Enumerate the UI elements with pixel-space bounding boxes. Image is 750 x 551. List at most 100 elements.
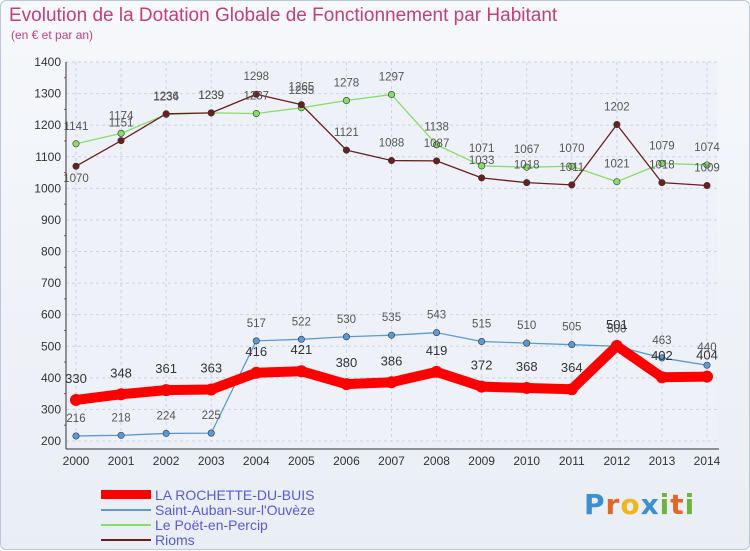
data-point-le-po-t-en-percip [658,159,666,167]
logo-letter: o [620,488,641,521]
y-tick-label: 400 [41,371,61,385]
data-label-rioms: 1087 [424,138,450,150]
x-tick-label: 2011 [559,454,585,468]
x-tick-label: 2000 [63,454,90,468]
data-label-le-po-t-en-percip: 1234 [153,91,179,103]
data-label-saint-auban-sur-l-ouv-ze: 515 [472,319,491,331]
data-point-le-po-t-en-percip [117,129,125,137]
data-label-la-rochette-du-buis: 348 [110,365,132,380]
legend-swatch-rioms [101,539,151,541]
axes: 200 300 400 500 600 700 800 900 1000 1100 1200 1300… [34,55,720,468]
legend-label-rioms: Rioms [155,532,195,548]
data-label-le-po-t-en-percip: 1071 [469,143,495,155]
data-point-rioms [387,157,395,165]
data-label-saint-auban-sur-l-ouv-ze: 530 [337,314,356,326]
x-tick-label: 2003 [198,454,225,468]
data-label-le-po-t-en-percip: 1239 [198,90,224,102]
data-label-saint-auban-sur-l-ouv-ze: 463 [652,335,671,347]
data-label-saint-auban-sur-l-ouv-ze: 440 [697,342,716,354]
y-tick-label: 600 [41,308,61,322]
legend-swatch-le-poet [101,524,151,526]
data-label-le-po-t-en-percip: 1141 [64,121,89,133]
x-tick-label: 2004 [243,454,270,468]
data-point-la-rochette-du-buis [430,365,443,378]
data-point-saint-auban-sur-l-ouv-ze [658,354,666,362]
data-point-saint-auban-sur-l-ouv-ze [703,361,711,369]
data-point-la-rochette-du-buis [655,371,668,384]
data-point-le-po-t-en-percip [72,140,80,148]
data-point-saint-auban-sur-l-ouv-ze [478,338,486,346]
data-label-le-po-t-en-percip: 1021 [604,159,630,171]
data-point-le-po-t-en-percip [433,141,441,149]
data-label-le-po-t-en-percip: 1067 [514,144,540,156]
data-label-la-rochette-du-buis: 363 [200,361,222,376]
data-label-saint-auban-sur-l-ouv-ze: 510 [517,320,536,332]
data-point-rioms [207,109,215,117]
data-label-rioms: 1239 [198,90,224,102]
legend-label-la-rochette: LA ROCHETTE-DU-BUIS [155,487,315,503]
data-label-saint-auban-sur-l-ouv-ze: 505 [562,322,581,334]
x-tick-label: 2006 [333,454,360,468]
data-label-le-po-t-en-percip: 1074 [694,142,720,154]
y-tick-label: 200 [41,434,61,448]
data-point-rioms [523,179,531,187]
legend-label-le-poet: Le Poët-en-Percip [155,517,268,533]
data-label-le-po-t-en-percip: 1237 [243,90,269,102]
data-label-la-rochette-du-buis: 380 [336,355,358,370]
x-tick-label: 2005 [288,454,315,468]
data-label-rioms: 1121 [334,127,359,139]
logo-letter: P [584,488,606,521]
data-label-le-po-t-en-percip: 1278 [334,78,360,90]
data-point-rioms [613,121,621,129]
data-label-la-rochette-du-buis: 386 [381,353,403,368]
data-label-la-rochette-du-buis: 364 [561,360,583,375]
data-point-rioms [433,157,441,165]
x-tick-label: 2008 [423,454,450,468]
data-label-saint-auban-sur-l-ouv-ze: 517 [247,318,266,330]
data-point-rioms [478,174,486,182]
logo-letter: i [684,488,696,521]
x-tick-label: 2002 [153,454,180,468]
data-label-rioms: 1236 [153,91,179,103]
data-label-saint-auban-sur-l-ouv-ze: 543 [427,310,446,322]
data-point-saint-auban-sur-l-ouv-ze [72,432,80,440]
data-label-la-rochette-du-buis: 330 [65,371,87,386]
data-point-saint-auban-sur-l-ouv-ze [568,341,576,349]
data-point-saint-auban-sur-l-ouv-ze [117,431,125,439]
data-point-rioms [568,181,576,189]
series [70,90,713,440]
data-label-la-rochette-du-buis: 419 [426,343,448,358]
data-point-la-rochette-du-buis [250,366,263,379]
data-label-rioms: 1033 [469,155,495,167]
y-tick-label: 900 [41,213,61,227]
data-labels: 1141 1174 1234 1239 1237 1255 1278 1297 1138 1071… [63,71,720,425]
data-label-la-rochette-du-buis: 421 [291,342,313,357]
data-point-la-rochette-du-buis [295,365,308,378]
data-point-rioms [658,179,666,187]
x-tick-label: 2012 [604,454,631,468]
data-point-la-rochette-du-buis [385,376,398,389]
data-point-rioms [72,162,80,170]
data-label-rioms: 1011 [559,162,584,174]
data-label-la-rochette-du-buis: 402 [651,348,673,363]
data-point-le-po-t-en-percip [387,91,395,99]
data-point-la-rochette-du-buis [701,370,713,383]
data-point-le-po-t-en-percip [568,162,576,170]
data-point-saint-auban-sur-l-ouv-ze [523,339,531,347]
x-tick-label: 2007 [378,454,405,468]
data-label-le-po-t-en-percip: 1079 [649,140,675,152]
data-point-la-rochette-du-buis [520,381,533,394]
logo-letter: i [659,488,671,521]
data-point-le-po-t-en-percip [613,178,621,186]
y-tick-label: 300 [41,402,61,416]
data-label-rioms: 1202 [604,102,630,114]
y-tick-label: 1000 [34,181,61,195]
data-label-la-rochette-du-buis: 416 [245,344,267,359]
data-point-le-po-t-en-percip [703,161,711,169]
data-label-le-po-t-en-percip: 1174 [109,110,134,122]
data-point-la-rochette-du-buis [205,383,218,396]
y-tick-label: 1100 [35,150,61,164]
data-point-la-rochette-du-buis [610,339,623,352]
